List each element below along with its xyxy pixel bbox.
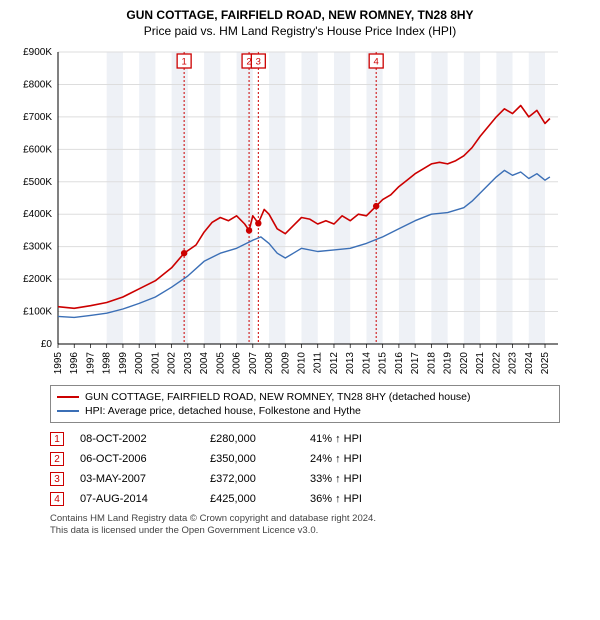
sale-price: £372,000	[210, 473, 310, 485]
legend-item: GUN COTTAGE, FAIRFIELD ROAD, NEW ROMNEY,…	[57, 390, 553, 404]
svg-text:2020: 2020	[459, 352, 470, 374]
legend-swatch	[57, 410, 79, 412]
chart-subtitle: Price paid vs. HM Land Registry's House …	[10, 24, 590, 38]
legend-label: HPI: Average price, detached house, Folk…	[85, 405, 361, 417]
sale-delta: 33% ↑ HPI	[310, 473, 430, 485]
svg-text:2018: 2018	[426, 352, 437, 374]
svg-text:2015: 2015	[378, 352, 389, 374]
svg-text:2001: 2001	[150, 352, 161, 374]
svg-text:£200K: £200K	[23, 274, 52, 285]
sale-date: 06-OCT-2006	[80, 453, 210, 465]
svg-text:2003: 2003	[183, 352, 194, 374]
svg-text:£100K: £100K	[23, 307, 52, 318]
sale-price: £425,000	[210, 493, 310, 505]
svg-text:2000: 2000	[134, 352, 145, 374]
svg-text:1997: 1997	[85, 352, 96, 374]
sale-delta: 41% ↑ HPI	[310, 433, 430, 445]
svg-text:2024: 2024	[524, 352, 535, 374]
svg-text:£0: £0	[41, 339, 53, 350]
svg-text:4: 4	[374, 57, 379, 68]
sale-delta: 24% ↑ HPI	[310, 453, 430, 465]
svg-text:2023: 2023	[508, 352, 519, 374]
svg-text:2012: 2012	[329, 352, 340, 374]
sale-row: 3 03-MAY-2007£372,00033% ↑ HPI	[50, 469, 560, 489]
svg-text:2014: 2014	[361, 352, 372, 374]
legend-item: HPI: Average price, detached house, Folk…	[57, 404, 553, 418]
svg-text:£800K: £800K	[23, 79, 52, 90]
sale-delta: 36% ↑ HPI	[310, 493, 430, 505]
svg-text:1998: 1998	[102, 352, 113, 374]
svg-text:2011: 2011	[313, 352, 324, 374]
svg-text:2002: 2002	[167, 352, 178, 374]
svg-text:2010: 2010	[297, 352, 308, 374]
svg-text:2007: 2007	[248, 352, 259, 374]
svg-text:£500K: £500K	[23, 177, 52, 188]
svg-text:2022: 2022	[491, 352, 502, 374]
svg-text:£300K: £300K	[23, 242, 52, 253]
sale-row: 4 07-AUG-2014£425,00036% ↑ HPI	[50, 489, 560, 509]
svg-text:1995: 1995	[53, 352, 64, 374]
sale-marker: 3	[50, 472, 64, 486]
svg-text:£600K: £600K	[23, 144, 52, 155]
svg-text:2013: 2013	[345, 352, 356, 374]
footer-line-1: Contains HM Land Registry data © Crown c…	[50, 513, 560, 525]
svg-text:1: 1	[181, 57, 186, 68]
sale-marker: 2	[50, 452, 64, 466]
svg-text:2009: 2009	[280, 352, 291, 374]
legend-swatch	[57, 396, 79, 398]
legend-label: GUN COTTAGE, FAIRFIELD ROAD, NEW ROMNEY,…	[85, 391, 471, 403]
sale-date: 08-OCT-2002	[80, 433, 210, 445]
svg-text:£700K: £700K	[23, 112, 52, 123]
svg-text:1996: 1996	[69, 352, 80, 374]
sale-marker: 1	[50, 432, 64, 446]
sale-date: 07-AUG-2014	[80, 493, 210, 505]
footer-line-2: This data is licensed under the Open Gov…	[50, 525, 560, 537]
sale-price: £280,000	[210, 433, 310, 445]
svg-text:2025: 2025	[540, 352, 551, 374]
sale-date: 03-MAY-2007	[80, 473, 210, 485]
svg-text:2016: 2016	[394, 352, 405, 374]
svg-text:2019: 2019	[443, 352, 454, 374]
chart-title: GUN COTTAGE, FAIRFIELD ROAD, NEW ROMNEY,…	[10, 8, 590, 22]
svg-text:2021: 2021	[475, 352, 486, 374]
svg-text:2004: 2004	[199, 352, 210, 374]
price-chart: £0 £100K £200K £300K £400K £500K £600K £700K £80…	[10, 44, 570, 374]
svg-text:3: 3	[256, 57, 261, 68]
svg-text:£900K: £900K	[23, 47, 52, 58]
svg-text:2006: 2006	[232, 352, 243, 374]
svg-text:1999: 1999	[118, 352, 129, 374]
sale-row: 2 06-OCT-2006£350,00024% ↑ HPI	[50, 449, 560, 469]
legend: GUN COTTAGE, FAIRFIELD ROAD, NEW ROMNEY,…	[50, 385, 560, 423]
sales-table: 1 08-OCT-2002£280,00041% ↑ HPI 2 06-OCT-200…	[50, 429, 560, 509]
footer-attribution: Contains HM Land Registry data © Crown c…	[50, 513, 560, 538]
page-container: GUN COTTAGE, FAIRFIELD ROAD, NEW ROMNEY,…	[0, 0, 600, 544]
svg-text:2005: 2005	[215, 352, 226, 374]
sale-price: £350,000	[210, 453, 310, 465]
sale-marker: 4	[50, 492, 64, 506]
sale-row: 1 08-OCT-2002£280,00041% ↑ HPI	[50, 429, 560, 449]
svg-text:£400K: £400K	[23, 209, 52, 220]
svg-text:2017: 2017	[410, 352, 421, 374]
svg-text:2008: 2008	[264, 352, 275, 374]
chart-area: £0 £100K £200K £300K £400K £500K £600K £700K £80…	[10, 44, 590, 379]
